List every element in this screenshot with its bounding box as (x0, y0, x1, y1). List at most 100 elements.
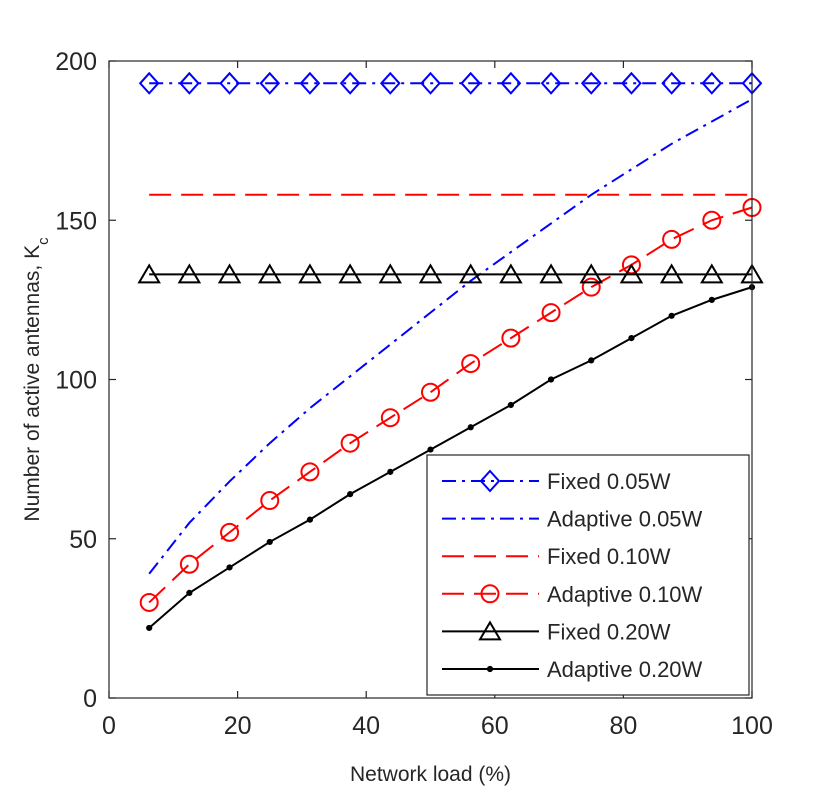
legend-label: Adaptive 0.10W (547, 582, 703, 607)
legend-box (426, 454, 750, 696)
axes: 0 20 40 60 80 100 0 50 100 150 200 Network load (%)… (21, 48, 773, 786)
data-point (467, 424, 474, 431)
data-point (581, 277, 601, 297)
data-point (220, 522, 240, 542)
data-point (300, 462, 320, 482)
series-4 (137, 263, 764, 284)
data-point (628, 334, 635, 342)
data-point (338, 263, 362, 284)
data-point (661, 71, 682, 95)
data-point (387, 468, 394, 475)
data-point (541, 303, 561, 323)
legend-entry: Adaptive 0.20W (442, 657, 703, 682)
y-tick-label: 100 (55, 367, 97, 395)
data-point (299, 71, 321, 95)
legend-label: Adaptive 0.20W (547, 657, 703, 682)
x-tick-label: 100 (731, 712, 773, 740)
legend-marker (486, 665, 494, 673)
legend-entry: Adaptive 0.05W (442, 507, 703, 532)
y-tick-label: 0 (83, 685, 97, 713)
data-point (662, 229, 682, 249)
data-point (139, 592, 159, 612)
data-point (418, 263, 443, 284)
data-point (179, 554, 199, 574)
data-point (347, 491, 354, 498)
series-5 (146, 284, 756, 632)
y-tick-label: 150 (55, 207, 97, 235)
legend-entry: Fixed 0.05W (442, 469, 671, 494)
x-tick-label: 0 (102, 712, 116, 740)
data-point (217, 263, 242, 284)
data-point (380, 408, 400, 428)
data-point (138, 71, 160, 95)
series-line (148, 286, 753, 629)
x-tick-label: 60 (481, 712, 509, 740)
plot-area (137, 71, 764, 632)
data-point (421, 382, 440, 402)
data-point (226, 564, 233, 571)
y-axis-label: Number of active antennas, Kc (21, 237, 52, 522)
data-point (177, 263, 202, 284)
data-point (539, 263, 563, 284)
data-point (259, 71, 281, 95)
data-point (340, 433, 360, 453)
data-point (708, 296, 715, 303)
legend-entry: Fixed 0.10W (442, 544, 671, 569)
legend-label: Fixed 0.05W (547, 469, 671, 494)
data-point (580, 71, 602, 95)
data-point (186, 589, 193, 596)
legend-entry: Adaptive 0.10W (442, 582, 703, 607)
data-point (461, 354, 481, 374)
legend-label: Fixed 0.10W (547, 544, 671, 569)
data-point (137, 263, 161, 284)
legend: Fixed 0.05W Adaptive 0.05W Fixed 0.10W Adap… (426, 454, 750, 696)
data-point (579, 263, 603, 284)
data-point (668, 312, 675, 319)
data-point (420, 71, 441, 95)
data-point (547, 376, 555, 383)
data-point (339, 71, 361, 95)
series-0 (138, 71, 763, 95)
data-point (146, 624, 153, 632)
data-point (427, 446, 434, 453)
x-axis-label: Network load (%) (350, 763, 511, 786)
legend-marker (479, 469, 501, 493)
data-point (258, 263, 282, 284)
series-1 (148, 98, 753, 575)
x-tick-label: 20 (224, 712, 252, 740)
legend-label: Adaptive 0.05W (547, 507, 703, 532)
data-point (266, 538, 273, 546)
data-point (179, 71, 200, 95)
x-tick-label: 40 (352, 712, 380, 740)
series-3 (139, 198, 762, 612)
data-point (378, 263, 403, 284)
data-point (701, 71, 723, 95)
legend-entry: Fixed 0.20W (442, 619, 671, 644)
y-tick-label: 50 (69, 526, 97, 554)
data-point (507, 401, 514, 409)
data-point (298, 263, 322, 284)
data-point (588, 357, 595, 364)
data-point (460, 71, 482, 95)
legend-marker (480, 584, 500, 604)
data-point (379, 71, 401, 95)
data-point (458, 263, 483, 284)
legend-marker (478, 620, 502, 641)
data-point (700, 263, 724, 284)
legend-label: Fixed 0.20W (547, 619, 671, 644)
data-point (306, 516, 314, 523)
data-point (659, 263, 684, 284)
series-line (148, 206, 753, 604)
data-point (619, 263, 644, 284)
data-point (500, 71, 522, 95)
data-point (621, 255, 641, 275)
data-point (621, 71, 642, 95)
data-point (540, 71, 562, 95)
series-line (148, 98, 753, 575)
x-tick-label: 80 (609, 712, 637, 740)
data-point (219, 71, 240, 95)
data-point (260, 491, 280, 511)
data-point (499, 263, 523, 284)
data-point (501, 328, 521, 348)
